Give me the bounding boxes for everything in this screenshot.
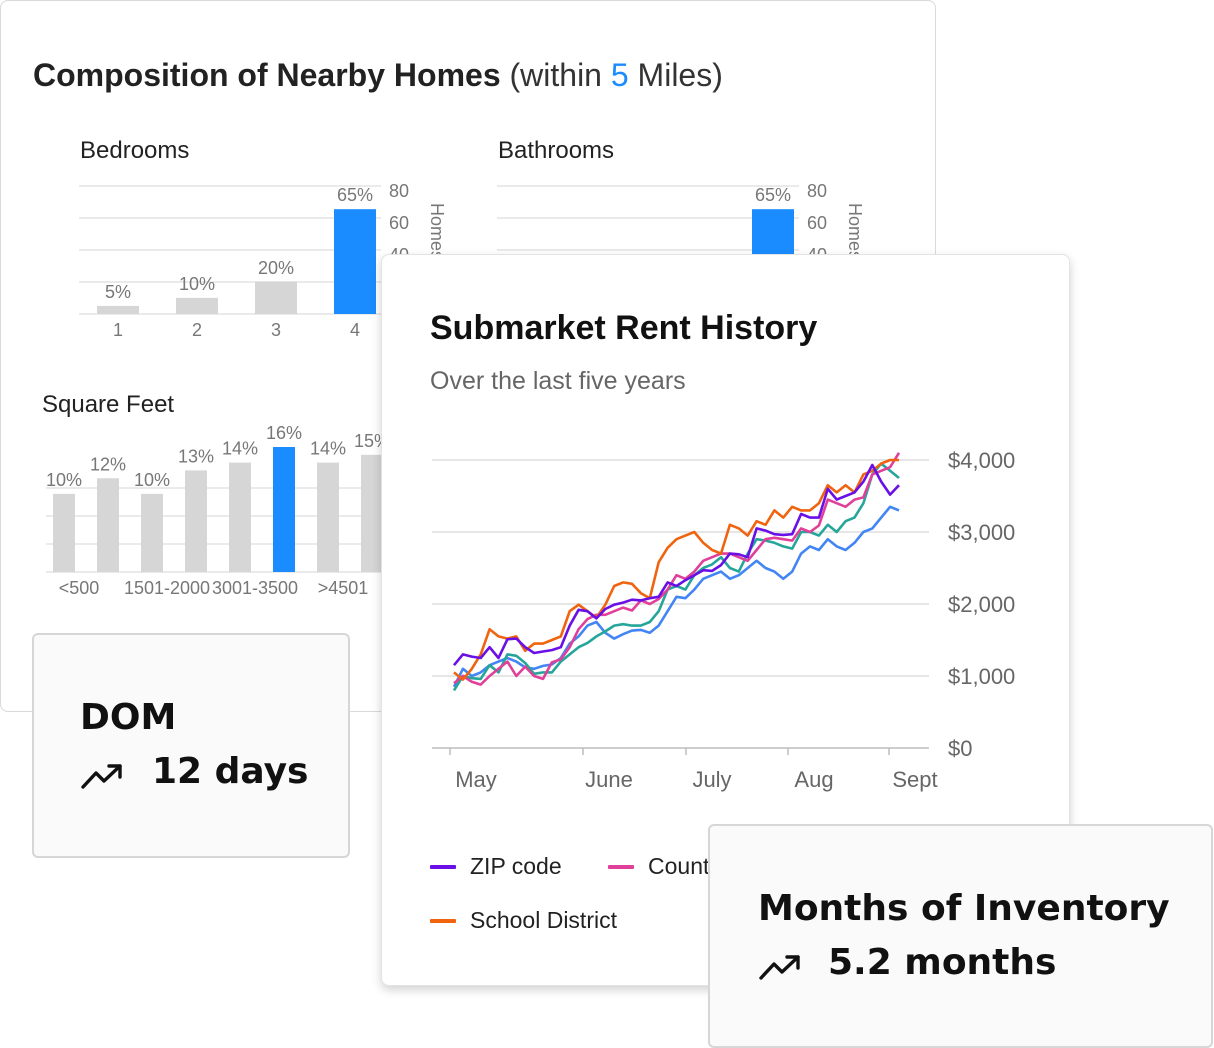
bedrooms-data-label: 65% [337,185,373,205]
months-of-inventory-title: Months of Inventory [758,888,1170,929]
sqft-bar [97,478,119,572]
rent-x-tick: May [455,767,497,792]
rent-y-tick: $3,000 [948,520,1015,545]
radius-prefix: (within [509,57,611,93]
sqft-bar [141,493,163,572]
rent-series-line [452,463,900,667]
sqft-bar [273,447,295,572]
legend-swatch-county [608,864,634,869]
sqft-chart: 10% <500 12% 10% 1501-2000 13% 14% 3001-3500 16%… [46,423,461,598]
sqft-data-label: 12% [90,454,126,474]
dom-title: DOM [80,697,177,738]
rent-y-tick: $1,000 [948,664,1015,689]
sqft-data-label: 16% [266,423,302,443]
sqft-category-label: 3001-3500 [212,578,298,598]
bathrooms-y-tick: 80 [807,181,827,201]
sqft-category-label: >4501 [318,578,369,598]
legend-item-county[interactable]: County [608,853,721,880]
bedrooms-data-label: 10% [179,274,215,294]
bathrooms-chart-title: Bathrooms [498,137,615,164]
bathrooms-y-tick: 60 [807,213,827,233]
bedrooms-category-label: 3 [271,320,281,340]
sqft-bar [361,454,383,572]
radius-suffix: Miles) [628,57,723,93]
sqft-bar [317,462,339,572]
rent-x-tick: July [692,767,731,792]
bedrooms-category-label: 2 [192,320,202,340]
sqft-bar [229,462,251,572]
bedrooms-category-label: 1 [113,320,123,340]
bedrooms-chart-title: Bedrooms [80,137,190,164]
rent-x-tick: Sept [892,767,937,792]
radius-value: 5 [610,57,629,93]
months-of-inventory-value: 5.2 months [828,942,1057,983]
rent-series-line [453,452,901,686]
rent-history-chart: $0 $1,000 $2,000 $3,000 $4,000 May June July Aug… [432,448,1015,792]
bedrooms-category-label: 4 [350,320,360,340]
legend-label-school-district: School District [470,907,617,933]
bedrooms-y-axis-label: Homes [427,203,447,260]
rent-x-tick: June [585,767,633,792]
legend-label-zip: ZIP code [470,853,562,879]
legend-swatch-school-district [430,918,456,923]
rent-y-tick: $4,000 [948,448,1015,473]
rent-history-title: Submarket Rent History [430,309,818,347]
sqft-bar [185,470,207,572]
sqft-chart-title: Square Feet [42,391,175,418]
bedrooms-y-tick: 60 [389,213,409,233]
sqft-category-label: <500 [59,578,100,598]
trending-up-icon [81,764,122,789]
legend-item-school-district[interactable]: School District [430,907,617,934]
dom-value: 12 days [152,751,309,792]
legend-swatch-zip [430,864,456,869]
rent-y-tick: $0 [948,736,972,761]
trending-up-icon [759,955,800,980]
sqft-data-label: 10% [134,470,170,490]
rent-history-subtitle: Over the last five years [430,367,686,395]
sqft-data-label: 10% [46,470,82,490]
sqft-bar [53,493,75,572]
bedrooms-bar [97,305,139,314]
months-of-inventory-card: Months of Inventory 5.2 months [708,824,1213,1048]
rent-y-tick: $2,000 [948,592,1015,617]
sqft-data-label: 14% [310,439,346,459]
bedrooms-data-label: 20% [258,258,294,278]
bedrooms-bar [334,209,376,314]
bedrooms-bar [176,297,218,314]
sqft-category-label: 1501-2000 [124,578,210,598]
sqft-data-label: 14% [222,439,258,459]
legend-item-zip[interactable]: ZIP code [430,853,562,880]
composition-title: Composition of Nearby Homes (within 5 Mi… [33,57,723,93]
bedrooms-bar [255,281,297,314]
bathrooms-y-axis-label: Homes [845,203,865,260]
bedrooms-chart: 5%110%220%365%4806040Homes [79,181,447,340]
rent-x-tick: Aug [794,767,833,792]
dom-card: DOM 12 days [32,633,350,858]
bathrooms-data-label: 65% [755,185,791,205]
bedrooms-y-tick: 80 [389,181,409,201]
sqft-data-label: 13% [178,446,214,466]
bedrooms-data-label: 5% [105,282,131,302]
